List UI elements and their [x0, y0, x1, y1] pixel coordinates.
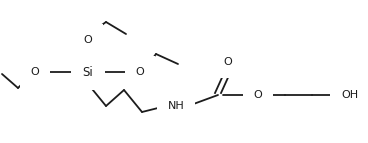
Text: O: O	[136, 67, 144, 77]
Text: O: O	[31, 67, 39, 77]
Text: OH: OH	[342, 90, 358, 100]
Text: Si: Si	[83, 65, 93, 79]
Text: O: O	[84, 35, 92, 45]
Text: O: O	[224, 57, 232, 67]
Text: O: O	[254, 90, 262, 100]
Text: NH: NH	[168, 101, 184, 111]
